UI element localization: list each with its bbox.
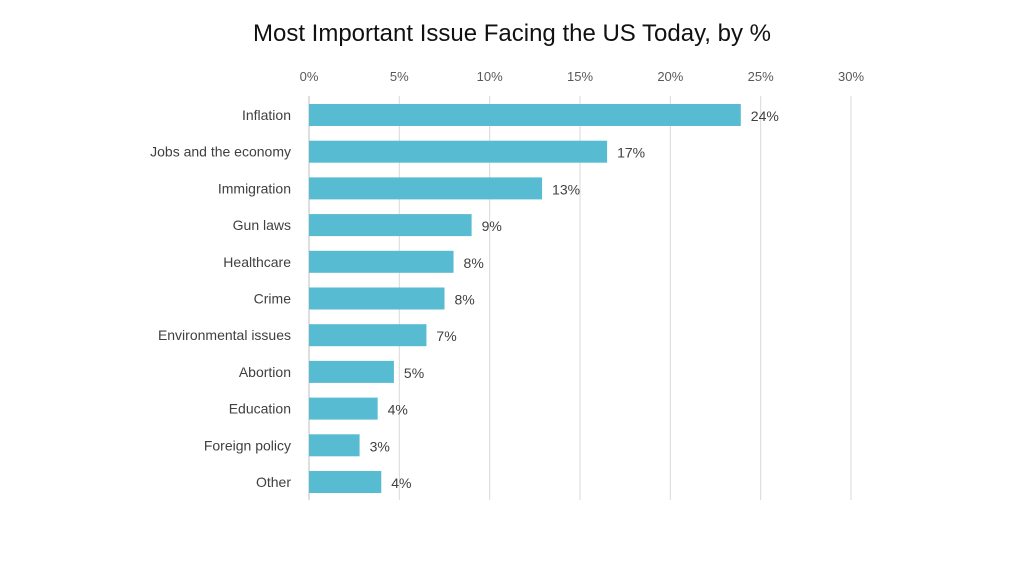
category-label: Crime	[254, 291, 292, 307]
category-label: Education	[229, 401, 291, 417]
data-label: 4%	[388, 402, 408, 418]
data-label: 7%	[436, 328, 456, 344]
data-label: 13%	[552, 181, 580, 197]
data-label: 3%	[370, 438, 390, 454]
category-label: Inflation	[242, 107, 291, 123]
category-label: Other	[256, 474, 291, 490]
category-label: Immigration	[218, 180, 291, 196]
category-label: Abortion	[239, 364, 291, 380]
data-label: 17%	[617, 145, 645, 161]
category-label: Gun laws	[233, 217, 291, 233]
bar	[309, 250, 454, 273]
bar	[309, 214, 472, 237]
category-label: Foreign policy	[204, 437, 291, 453]
x-tick-label: 25%	[748, 69, 774, 84]
x-tick-label: 30%	[838, 69, 864, 84]
bar	[309, 434, 360, 457]
category-label: Environmental issues	[158, 327, 291, 343]
bar	[309, 360, 394, 383]
category-label: Healthcare	[223, 254, 291, 270]
x-tick-label: 0%	[300, 69, 319, 84]
chart-title: Most Important Issue Facing the US Today…	[252, 20, 771, 47]
bar	[309, 397, 378, 420]
data-label: 5%	[404, 365, 424, 381]
category-label: Jobs and the economy	[150, 144, 291, 160]
bar	[309, 177, 543, 200]
bar	[309, 140, 608, 163]
bar	[309, 104, 741, 126]
bar	[309, 287, 445, 310]
x-tick-label: 20%	[657, 69, 683, 84]
data-label: 9%	[482, 218, 502, 234]
bar	[309, 324, 427, 347]
data-label: 24%	[751, 108, 779, 124]
bar	[309, 471, 382, 493]
x-tick-label: 10%	[477, 69, 503, 84]
x-tick-label: 5%	[390, 69, 409, 84]
data-label: 4%	[391, 475, 411, 491]
data-label: 8%	[464, 255, 484, 271]
x-tick-label: 15%	[567, 69, 593, 84]
data-label: 8%	[455, 292, 475, 308]
